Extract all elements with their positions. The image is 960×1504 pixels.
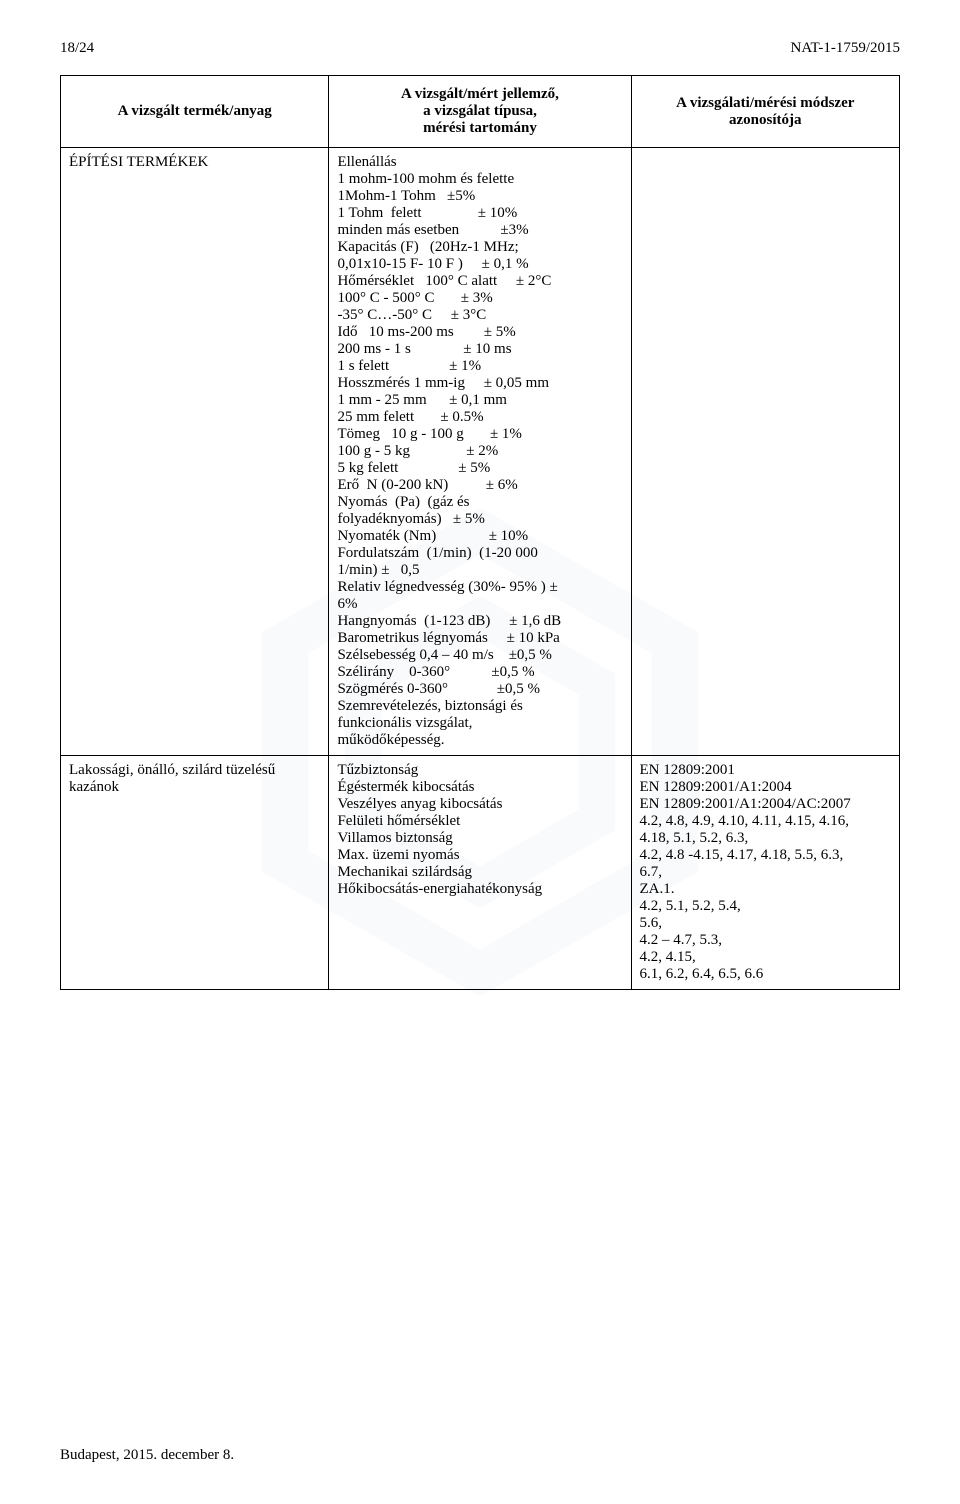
cell-line: Kapacitás (F) (20Hz-1 MHz;: [337, 239, 622, 256]
cell-line: 1 s felett ± 1%: [337, 358, 622, 375]
cell-line: Ellenállás: [337, 154, 622, 171]
cell-line: Lakossági, önálló, szilárd tüzelésű: [69, 762, 320, 779]
spec-table: A vizsgált termék/anyag A vizsgált/mért …: [60, 75, 900, 990]
page-content: 18/24 NAT-1-1759/2015 A vizsgált termék/…: [60, 40, 900, 990]
cell-line: folyadéknyomás) ± 5%: [337, 511, 622, 528]
cell-line: 6.1, 6.2, 6.4, 6.5, 6.6: [640, 966, 892, 983]
doc-ref: NAT-1-1759/2015: [791, 40, 900, 57]
table-row: ÉPÍTÉSI TERMÉKEK Ellenállás1 mohm-100 mo…: [61, 148, 900, 756]
th-method: A vizsgálati/mérési módszer azonosítója: [631, 76, 900, 148]
cell-char-1: Ellenállás1 mohm-100 mohm és felette1Moh…: [329, 148, 631, 756]
cell-line: 1Mohm-1 Tohm ±5%: [337, 188, 622, 205]
th-char-l2: a vizsgálat típusa,: [335, 103, 624, 120]
cell-line: 4.2 – 4.7, 5.3,: [640, 932, 892, 949]
cell-line: 5 kg felett ± 5%: [337, 460, 622, 477]
cell-line: Max. üzemi nyomás: [337, 847, 622, 864]
cell-line: EN 12809:2001/A1:2004/AC:2007: [640, 796, 892, 813]
cell-line: 4.2, 4.15,: [640, 949, 892, 966]
cell-line: Erő N (0-200 kN) ± 6%: [337, 477, 622, 494]
cell-line: Veszélyes anyag kibocsátás: [337, 796, 622, 813]
cell-line: Szélirány 0-360° ±0,5 %: [337, 664, 622, 681]
cell-line: Szemrevételezés, biztonsági és: [337, 698, 622, 715]
cell-line: Tűzbiztonság: [337, 762, 622, 779]
cell-line: 4.2, 5.1, 5.2, 5.4,: [640, 898, 892, 915]
cell-line: kazánok: [69, 779, 320, 796]
cell-line: Nyomaték (Nm) ± 10%: [337, 528, 622, 545]
cell-line: Felületi hőmérséklet: [337, 813, 622, 830]
th-meth-l2: azonosítója: [638, 112, 894, 129]
cell-line: Hosszmérés 1 mm-ig ± 0,05 mm: [337, 375, 622, 392]
cell-line: működőképesség.: [337, 732, 622, 749]
cell-line: 5.6,: [640, 915, 892, 932]
cell-line: Szélsebesség 0,4 – 40 m/s ±0,5 %: [337, 647, 622, 664]
cell-product-1: ÉPÍTÉSI TERMÉKEK: [61, 148, 329, 756]
cell-method-1: [631, 148, 900, 756]
cell-line: 4.2, 4.8, 4.9, 4.10, 4.11, 4.15, 4.16,: [640, 813, 892, 830]
th-char-l1: A vizsgált/mért jellemző,: [335, 86, 624, 103]
cell-line: Villamos biztonság: [337, 830, 622, 847]
cell-line: Tömeg 10 g - 100 g ± 1%: [337, 426, 622, 443]
cell-line: 4.2, 4.8 -4.15, 4.17, 4.18, 5.5, 6.3,: [640, 847, 892, 864]
cell-line: Nyomás (Pa) (gáz és: [337, 494, 622, 511]
cell-product-2: Lakossági, önálló, szilárd tüzelésűkazán…: [61, 756, 329, 990]
table-row: Lakossági, önálló, szilárd tüzelésűkazán…: [61, 756, 900, 990]
cell-line: 200 ms - 1 s ± 10 ms: [337, 341, 622, 358]
th-characteristic: A vizsgált/mért jellemző, a vizsgálat tí…: [329, 76, 631, 148]
cell-line: Hangnyomás (1-123 dB) ± 1,6 dB: [337, 613, 622, 630]
cell-line: 25 mm felett ± 0.5%: [337, 409, 622, 426]
cell-line: Idő 10 ms-200 ms ± 5%: [337, 324, 622, 341]
cell-line: 1 mm - 25 mm ± 0,1 mm: [337, 392, 622, 409]
cell-line: Hőmérséklet 100° C alatt ± 2°C: [337, 273, 622, 290]
cell-line: EN 12809:2001/A1:2004: [640, 779, 892, 796]
cell-line: 6.7,: [640, 864, 892, 881]
cell-line: -35° C…-50° C ± 3°C: [337, 307, 622, 324]
th-meth-l1: A vizsgálati/mérési módszer: [638, 95, 894, 112]
page-footer: Budapest, 2015. december 8.: [60, 1447, 234, 1464]
cell-line: Relativ légnedvesség (30%- 95% ) ±: [337, 579, 622, 596]
cell-line: minden más esetben ±3%: [337, 222, 622, 239]
cell-line: Égéstermék kibocsátás: [337, 779, 622, 796]
cell-line: 0,01x10-15 F- 10 F ) ± 0,1 %: [337, 256, 622, 273]
cell-line: Szögmérés 0-360° ±0,5 %: [337, 681, 622, 698]
cell-line: Mechanikai szilárdság: [337, 864, 622, 881]
cell-line: 100° C - 500° C ± 3%: [337, 290, 622, 307]
cell-line: 6%: [337, 596, 622, 613]
page-header: 18/24 NAT-1-1759/2015: [60, 40, 900, 57]
cell-line: EN 12809:2001: [640, 762, 892, 779]
page-number: 18/24: [60, 40, 94, 57]
cell-line: Hőkibocsátás-energiahatékonyság: [337, 881, 622, 898]
cell-line: 1 mohm-100 mohm és felette: [337, 171, 622, 188]
cell-line: 100 g - 5 kg ± 2%: [337, 443, 622, 460]
table-header-row: A vizsgált termék/anyag A vizsgált/mért …: [61, 76, 900, 148]
cell-line: funkcionális vizsgálat,: [337, 715, 622, 732]
cell-line: ZA.1.: [640, 881, 892, 898]
th-char-l3: mérési tartomány: [335, 120, 624, 137]
cell-line: 4.18, 5.1, 5.2, 6.3,: [640, 830, 892, 847]
th-product: A vizsgált termék/anyag: [61, 76, 329, 148]
cell-method-2: EN 12809:2001EN 12809:2001/A1:2004EN 128…: [631, 756, 900, 990]
cell-line: Barometrikus légnyomás ± 10 kPa: [337, 630, 622, 647]
cell-line: Fordulatszám (1/min) (1-20 000: [337, 545, 622, 562]
cell-char-2: TűzbiztonságÉgéstermék kibocsátásVeszély…: [329, 756, 631, 990]
cell-line: 1/min) ± 0,5: [337, 562, 622, 579]
cell-line: 1 Tohm felett ± 10%: [337, 205, 622, 222]
